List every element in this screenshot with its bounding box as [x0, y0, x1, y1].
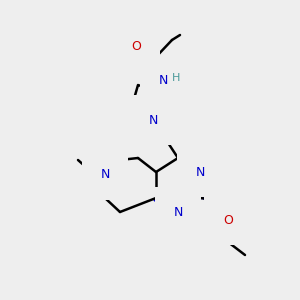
Text: N: N	[158, 74, 168, 86]
Text: H: H	[172, 73, 180, 83]
Text: N: N	[195, 166, 205, 178]
Text: O: O	[223, 214, 233, 226]
Text: N: N	[148, 113, 158, 127]
Text: N: N	[173, 206, 183, 218]
Text: N: N	[100, 169, 110, 182]
Text: O: O	[131, 40, 141, 53]
